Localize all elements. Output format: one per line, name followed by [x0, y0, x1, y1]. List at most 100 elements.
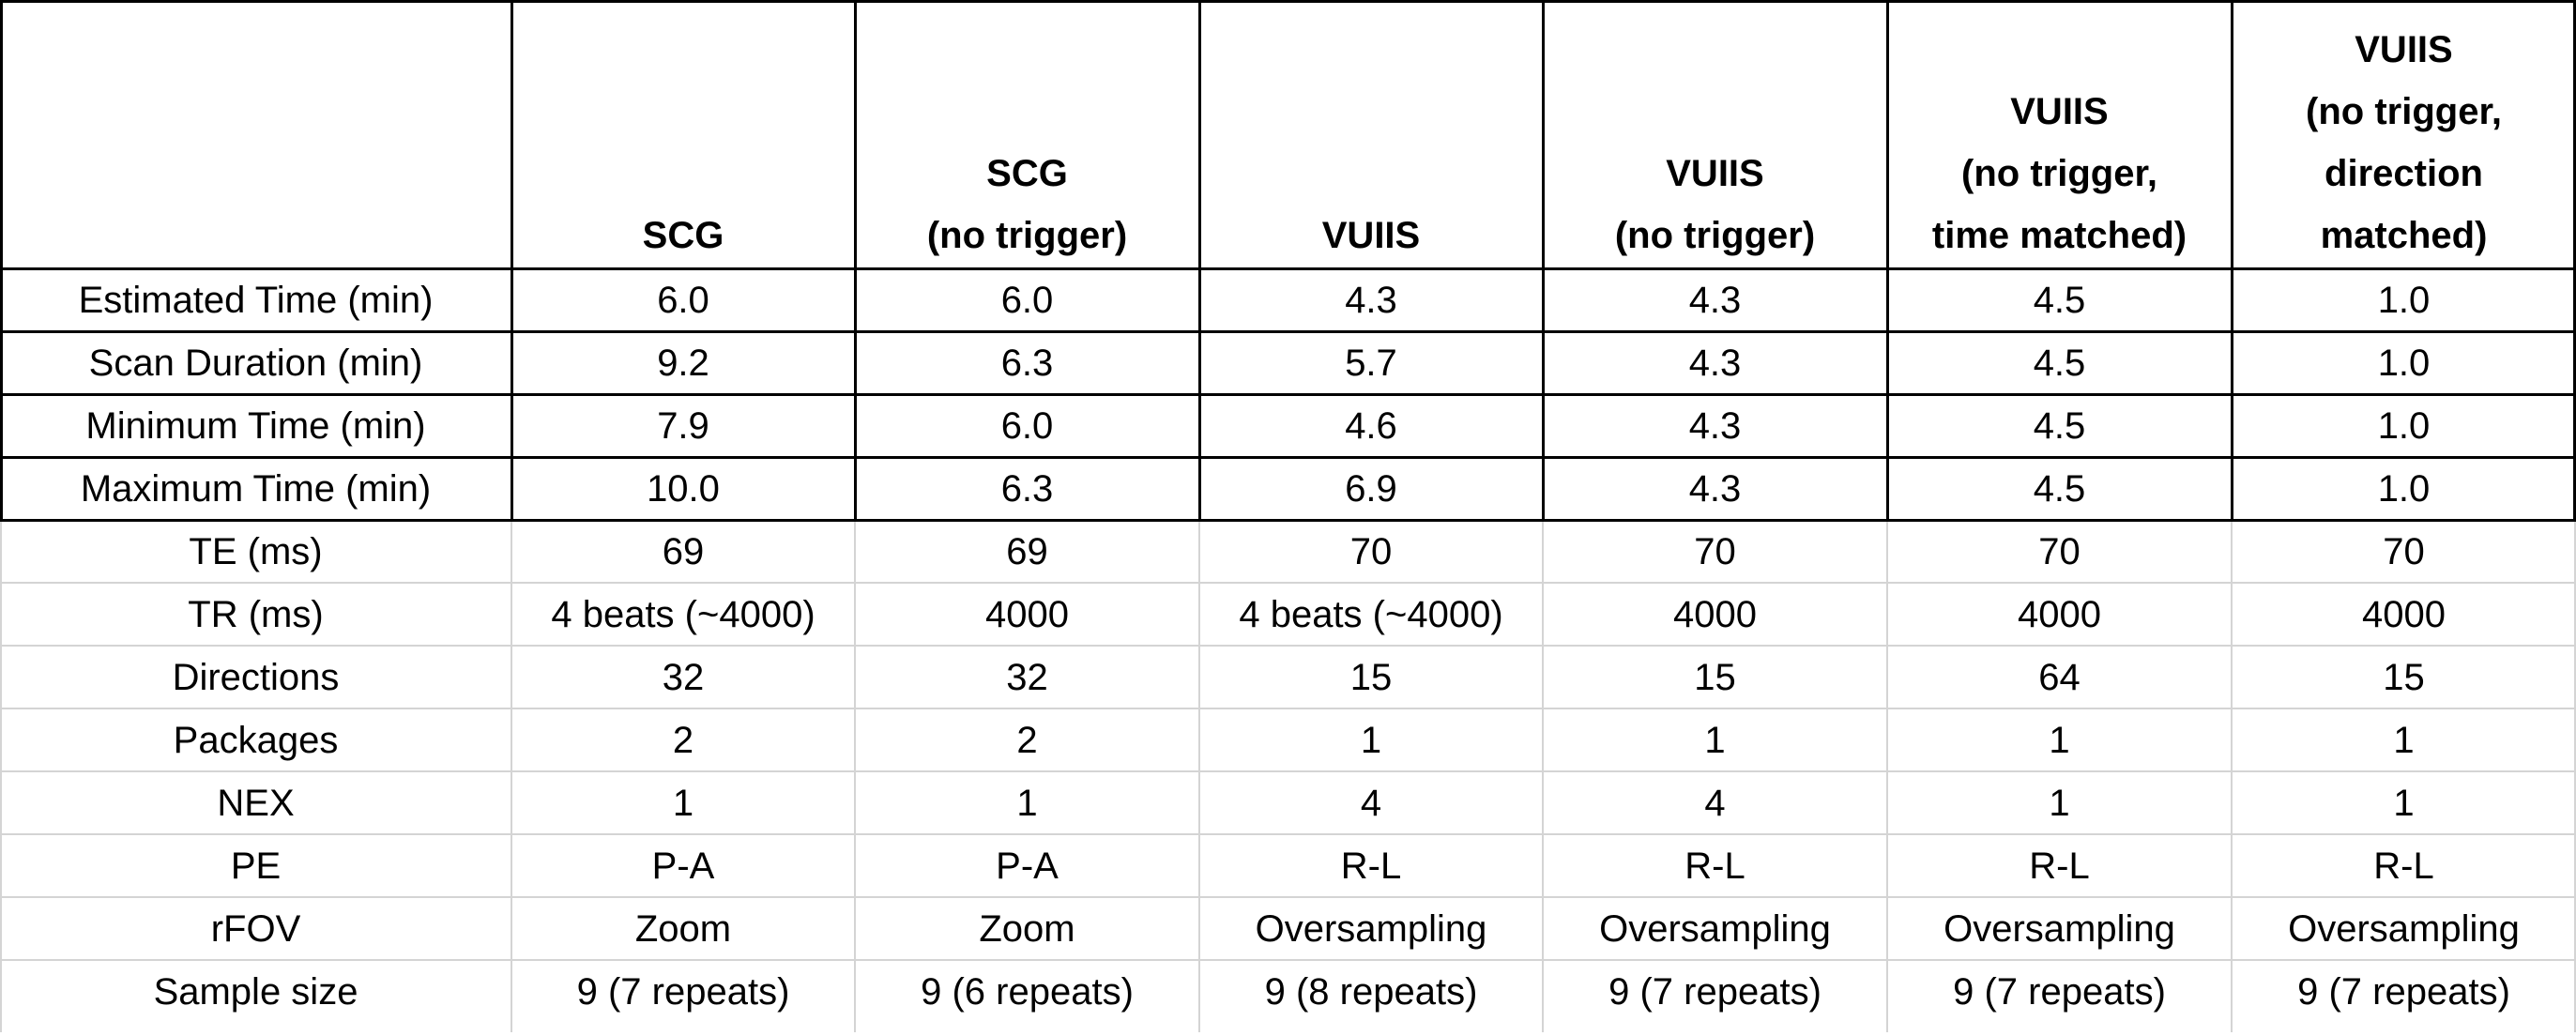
table-cell-sample_size-vuiis_no_trigger_direction_matched: 9 (7 repeats) [2297, 970, 2510, 1013]
column-header-line: SCG [642, 215, 724, 256]
table-cell-estimated_time-vuiis_no_trigger_time_matched: 4.5 [2033, 279, 2086, 321]
table-cell-minimum_time-vuiis_no_trigger_time_matched: 4.5 [2033, 404, 2086, 447]
table-cell-nex-scg: 1 [672, 782, 694, 824]
table-cell-pe-vuiis_no_trigger_direction_matched: R-L [2373, 845, 2434, 887]
row-divider-heavy [0, 393, 2576, 396]
column-divider [1542, 520, 1544, 1032]
table-cell-te-scg: 69 [662, 530, 705, 572]
row-divider-heavy [0, 330, 2576, 333]
table-cell-minimum_time-vuiis_no_trigger_direction_matched: 1.0 [2377, 404, 2431, 447]
column-header-line: (no trigger, [2306, 91, 2502, 132]
table-cell-rfov-vuiis_no_trigger: Oversampling [1599, 907, 1831, 950]
column-divider-heavy [1886, 0, 1889, 521]
table-cell-sample_size-scg_no_trigger: 9 (6 repeats) [921, 970, 1134, 1013]
column-header-line: matched) [2320, 215, 2488, 256]
table-cell-packages-vuiis_no_trigger_direction_matched: 1 [2393, 719, 2415, 761]
column-header-scg: SCG [511, 0, 855, 268]
column-header-line: SCG [986, 153, 1068, 194]
table-cell-tr-vuiis: 4 beats (~4000) [1239, 593, 1503, 635]
table-cell-scan_duration-vuiis_no_trigger_time_matched: 4.5 [2033, 342, 2086, 384]
column-divider [1198, 520, 1200, 1032]
table-cell-pe-vuiis: R-L [1340, 845, 1402, 887]
column-header-line: VUIIS [1666, 153, 1764, 194]
table-cell-directions-vuiis_no_trigger: 15 [1694, 656, 1736, 698]
table-cell-sample_size-scg: 9 (7 repeats) [576, 970, 790, 1013]
row-divider [0, 708, 2576, 709]
row-divider-heavy [0, 456, 2576, 459]
table-cell-sample_size-vuiis_no_trigger: 9 (7 repeats) [1608, 970, 1821, 1013]
row-label-pe: PE [230, 845, 282, 887]
row-divider [0, 645, 2576, 647]
row-label-maximum_time: Maximum Time (min) [80, 467, 432, 510]
column-divider [1886, 520, 1888, 1032]
table-cell-estimated_time-scg_no_trigger: 6.0 [1000, 279, 1054, 321]
table-cell-nex-vuiis: 4 [1360, 782, 1382, 824]
row-divider-heavy [0, 519, 2576, 522]
column-divider [854, 520, 856, 1032]
row-label-minimum_time: Minimum Time (min) [85, 404, 426, 447]
row-label-te: TE (ms) [189, 530, 323, 572]
table-cell-te-vuiis_no_trigger_time_matched: 70 [2038, 530, 2081, 572]
table-cell-tr-vuiis_no_trigger_time_matched: 4000 [2018, 593, 2101, 635]
column-divider [511, 520, 512, 1032]
table-cell-packages-vuiis_no_trigger: 1 [1704, 719, 1726, 761]
table-cell-directions-vuiis_no_trigger_direction_matched: 15 [2383, 656, 2425, 698]
row-divider [0, 959, 2576, 961]
column-divider-heavy [2573, 0, 2576, 521]
table-cell-rfov-vuiis_no_trigger_time_matched: Oversampling [1943, 907, 2175, 950]
table-cell-minimum_time-vuiis_no_trigger: 4.3 [1688, 404, 1742, 447]
row-divider [0, 582, 2576, 584]
table-cell-estimated_time-vuiis_no_trigger_direction_matched: 1.0 [2377, 279, 2431, 321]
table-cell-packages-scg_no_trigger: 2 [1016, 719, 1038, 761]
header-bottom-border [0, 267, 2576, 270]
column-divider [2574, 520, 2576, 1032]
table-cell-rfov-vuiis_no_trigger_direction_matched: Oversampling [2288, 907, 2520, 950]
column-header-vuiis_no_trigger: VUIIS (no trigger) [1543, 0, 1887, 268]
table-cell-tr-scg: 4 beats (~4000) [551, 593, 815, 635]
table-cell-scan_duration-scg: 9.2 [657, 342, 709, 384]
table-cell-sample_size-vuiis_no_trigger_time_matched: 9 (7 repeats) [1953, 970, 2166, 1013]
column-header-line: (no trigger) [926, 215, 1128, 256]
column-divider-heavy [1198, 0, 1201, 521]
column-header-line: direction [2324, 153, 2483, 194]
column-header-line: time matched) [1931, 215, 2187, 256]
row-label-nex: NEX [217, 782, 295, 824]
table-cell-sample_size-vuiis: 9 (8 repeats) [1264, 970, 1478, 1013]
column-header-vuiis_no_trigger_time_matched: VUIIS (no trigger, time matched) [1887, 0, 2232, 268]
table-cell-packages-scg: 2 [672, 719, 694, 761]
table-cell-scan_duration-vuiis_no_trigger: 4.3 [1688, 342, 1742, 384]
column-header-line: VUIIS [2010, 91, 2109, 132]
table-cell-tr-scg_no_trigger: 4000 [985, 593, 1069, 635]
table-cell-maximum_time-scg_no_trigger: 6.3 [1000, 467, 1054, 510]
table-cell-maximum_time-scg: 10.0 [647, 467, 720, 510]
column-divider-heavy [0, 0, 3, 521]
row-divider [0, 770, 2576, 772]
table-cell-scan_duration-vuiis: 5.7 [1345, 342, 1397, 384]
table-cell-directions-scg: 32 [662, 656, 705, 698]
column-divider-heavy [1542, 0, 1545, 521]
table-cell-maximum_time-vuiis_no_trigger_direction_matched: 1.0 [2377, 467, 2431, 510]
table-cell-directions-scg_no_trigger: 32 [1006, 656, 1048, 698]
table-cell-minimum_time-vuiis: 4.6 [1345, 404, 1397, 447]
table-cell-maximum_time-vuiis_no_trigger_time_matched: 4.5 [2033, 467, 2086, 510]
table-cell-rfov-vuiis: Oversampling [1255, 907, 1487, 950]
table-cell-te-vuiis: 70 [1349, 530, 1393, 572]
table-cell-te-vuiis_no_trigger: 70 [1694, 530, 1736, 572]
column-header-vuiis_no_trigger_direction_matched: VUIIS (no trigger, direction matched) [2232, 0, 2576, 268]
table-cell-nex-vuiis_no_trigger: 4 [1704, 782, 1726, 824]
column-divider-heavy [2231, 0, 2233, 521]
column-header-line: VUIIS [2355, 29, 2453, 70]
table-cell-estimated_time-vuiis: 4.3 [1345, 279, 1397, 321]
table-cell-directions-vuiis_no_trigger_time_matched: 64 [2038, 656, 2081, 698]
column-divider-heavy [511, 0, 513, 521]
table-cell-rfov-scg: Zoom [634, 907, 732, 950]
table-cell-nex-scg_no_trigger: 1 [1016, 782, 1038, 824]
row-label-scan_duration: Scan Duration (min) [88, 342, 423, 384]
column-header-line: VUIIS [1321, 215, 1421, 256]
table-cell-te-scg_no_trigger: 69 [1006, 530, 1048, 572]
table-cell-te-vuiis_no_trigger_direction_matched: 70 [2383, 530, 2425, 572]
row-label-rfov: rFOV [210, 907, 301, 950]
table-cell-estimated_time-vuiis_no_trigger: 4.3 [1688, 279, 1742, 321]
table-cell-rfov-scg_no_trigger: Zoom [979, 907, 1075, 950]
